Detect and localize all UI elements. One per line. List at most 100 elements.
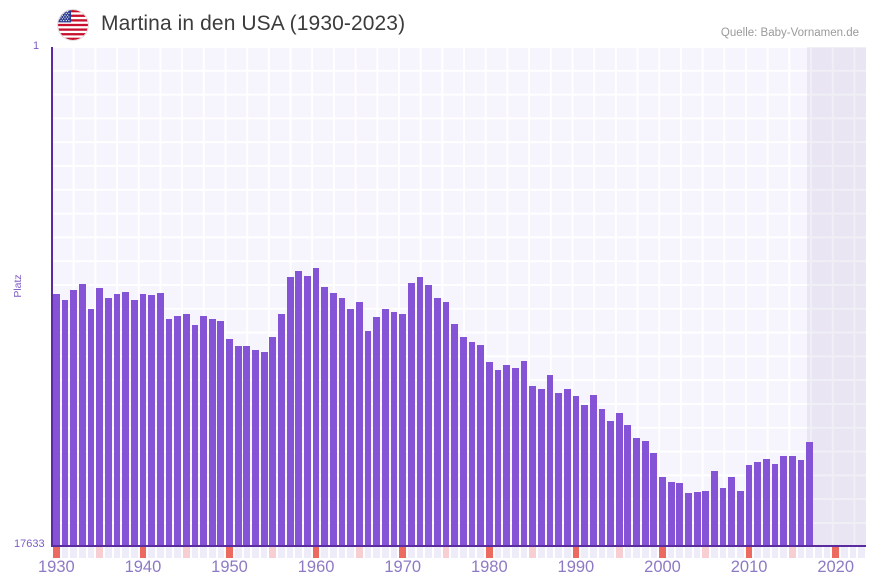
bar-1940 xyxy=(139,294,147,545)
bar-1947 xyxy=(200,316,207,545)
x-tick-2005 xyxy=(702,547,710,558)
x-tick-1972 xyxy=(416,547,424,558)
x-tick-2022 xyxy=(849,547,857,558)
bar-1931 xyxy=(61,300,69,545)
x-tick-1947 xyxy=(200,547,207,558)
bar-1934 xyxy=(87,309,95,545)
x-tick-1950 xyxy=(226,547,233,558)
x-tick-2016 xyxy=(797,547,805,558)
bar-1984 xyxy=(520,361,528,545)
x-tick-1977 xyxy=(460,547,467,558)
x-tick-1937 xyxy=(113,547,121,558)
bar-2015 xyxy=(789,456,796,545)
x-tick-2019 xyxy=(823,547,831,558)
bar-1968 xyxy=(382,309,389,545)
x-tick-1978 xyxy=(468,547,476,558)
bar-2002 xyxy=(676,483,684,545)
bar-1957 xyxy=(286,277,294,545)
x-tick-2000 xyxy=(659,547,666,558)
x-tick-1946 xyxy=(191,547,199,558)
bar-1959 xyxy=(304,276,311,545)
bar-1969 xyxy=(390,312,398,545)
bar-1987 xyxy=(546,375,554,545)
bar-1997 xyxy=(633,438,640,545)
x-tick-1993 xyxy=(598,547,606,558)
x-axis-labels: 1930 1940 1950 1960 1970 1980 1990 2000 2010 2020 xyxy=(0,558,873,587)
x-tick-1957 xyxy=(286,547,294,558)
bar-2000 xyxy=(659,477,666,545)
y-axis-top-label: 1 xyxy=(33,40,40,52)
x-tick-1982 xyxy=(503,547,510,558)
x-tick-1983 xyxy=(511,547,519,558)
x-tick-1999 xyxy=(650,547,658,558)
x-tick-1938 xyxy=(122,547,129,558)
bar-1999 xyxy=(650,453,658,545)
bar-1986 xyxy=(537,389,545,545)
bar-series xyxy=(52,47,866,545)
bar-1938 xyxy=(122,292,129,545)
bar-1964 xyxy=(347,309,355,545)
bar-1946 xyxy=(191,325,199,545)
x-tick-1969 xyxy=(390,547,398,558)
x-axis-label-1950: 1950 xyxy=(211,558,248,576)
us-flag-icon xyxy=(58,10,88,40)
x-tick-2023 xyxy=(858,547,865,558)
bar-1936 xyxy=(104,298,112,545)
bar-1982 xyxy=(503,365,510,545)
x-tick-1979 xyxy=(477,547,484,558)
x-tick-1998 xyxy=(641,547,649,558)
bar-1998 xyxy=(641,441,649,545)
bar-1978 xyxy=(468,342,476,545)
x-tick-1966 xyxy=(364,547,372,558)
x-tick-1986 xyxy=(537,547,545,558)
x-tick-1962 xyxy=(330,547,337,558)
x-tick-1940 xyxy=(139,547,147,558)
x-tick-1984 xyxy=(520,547,528,558)
bar-1944 xyxy=(174,316,181,545)
chart-header: Martina in den USA (1930-2023) Quelle: B… xyxy=(0,0,873,47)
x-tick-1973 xyxy=(425,547,433,558)
x-axis-label-1990: 1990 xyxy=(557,558,595,576)
bar-1933 xyxy=(78,284,86,545)
bar-1975 xyxy=(442,302,450,545)
x-tick-2018 xyxy=(815,547,822,558)
bar-1993 xyxy=(598,409,606,545)
x-tick-1997 xyxy=(633,547,640,558)
bar-2016 xyxy=(797,460,805,545)
x-tick-1994 xyxy=(607,547,614,558)
x-tick-1944 xyxy=(174,547,181,558)
bar-1935 xyxy=(96,288,103,545)
x-tick-2012 xyxy=(763,547,770,558)
bar-1971 xyxy=(407,283,415,545)
bar-1996 xyxy=(624,425,632,545)
x-tick-1963 xyxy=(338,547,346,558)
x-tick-1981 xyxy=(494,547,502,558)
bar-1943 xyxy=(165,319,173,545)
bar-1958 xyxy=(295,271,303,545)
x-tick-2010 xyxy=(745,547,753,558)
page-title: Martina in den USA (1930-2023) xyxy=(101,12,406,35)
x-tick-2003 xyxy=(685,547,692,558)
x-tick-1976 xyxy=(451,547,458,558)
bar-1941 xyxy=(148,295,155,545)
x-axis-label-1960: 1960 xyxy=(297,558,335,576)
bar-1989 xyxy=(563,389,571,545)
bar-1977 xyxy=(459,337,467,545)
x-tick-1971 xyxy=(408,547,415,558)
x-tick-2002 xyxy=(676,547,684,558)
x-axis-line xyxy=(51,545,866,547)
x-tick-1974 xyxy=(434,547,441,558)
future-shaded-region xyxy=(807,47,866,545)
bar-2013 xyxy=(771,464,779,545)
x-tick-1964 xyxy=(347,547,355,558)
x-tick-1939 xyxy=(130,547,138,558)
bar-1952 xyxy=(243,346,251,545)
bar-1979 xyxy=(477,345,485,545)
x-axis-label-1970: 1970 xyxy=(384,558,422,576)
x-tick-1941 xyxy=(148,547,155,558)
bar-1992 xyxy=(589,395,597,545)
x-tick-1942 xyxy=(156,547,164,558)
x-tick-2011 xyxy=(754,547,762,558)
x-tick-1948 xyxy=(208,547,216,558)
bar-2014 xyxy=(780,456,788,545)
